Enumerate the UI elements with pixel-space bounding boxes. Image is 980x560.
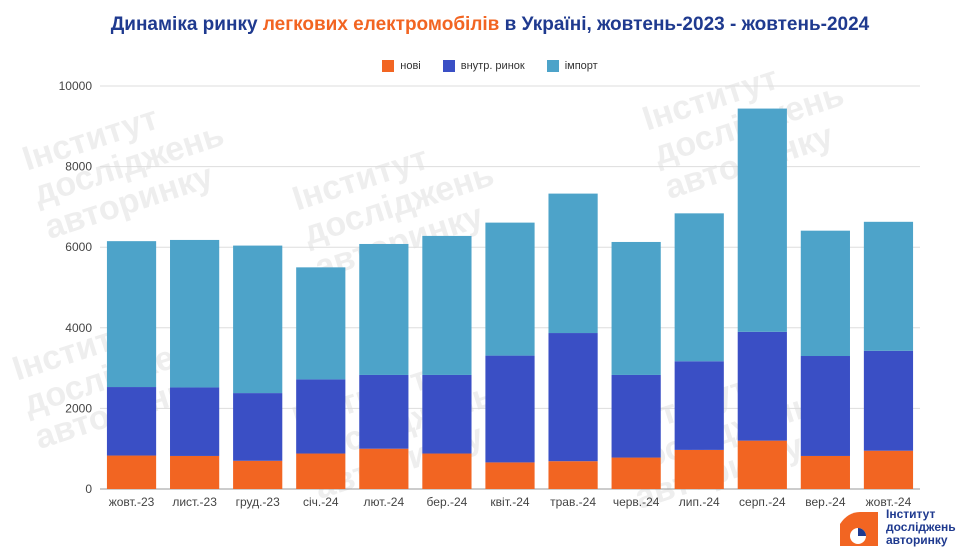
bar-segment-domestic bbox=[485, 355, 535, 463]
bar-segment-domestic bbox=[611, 374, 661, 458]
legend-swatch-new bbox=[382, 60, 395, 72]
title-highlight: легкових електромобілів bbox=[262, 14, 500, 35]
bar-segment-domestic bbox=[359, 374, 409, 449]
bar-segment-domestic bbox=[106, 387, 157, 456]
title-part-1: Динаміка ринку bbox=[110, 14, 263, 35]
bar-segment-new bbox=[863, 450, 914, 489]
logo-text: Інститут досліджень авторинку bbox=[886, 506, 956, 547]
bar-segment-new bbox=[737, 440, 787, 489]
bar-segment-new bbox=[548, 461, 598, 489]
bar-segment-domestic bbox=[800, 356, 850, 456]
legend-swatch-domestic bbox=[442, 60, 455, 72]
bar-segment-domestic bbox=[863, 350, 914, 451]
y-tick-label: 10000 bbox=[59, 79, 93, 93]
bar-segment-new bbox=[233, 460, 283, 489]
bar-segment-domestic bbox=[170, 387, 220, 456]
institute-logo: Інститут досліджень авторинку bbox=[838, 506, 956, 548]
bar-segment-domestic bbox=[548, 333, 598, 462]
bar-segment-domestic bbox=[674, 361, 724, 450]
bar-segment-new bbox=[296, 453, 346, 489]
chart-legend: нові внутр. ринок імпорт bbox=[0, 60, 980, 72]
bar-segment-import bbox=[674, 213, 724, 362]
bar-segment-import bbox=[170, 239, 220, 388]
x-tick-label: лип.-24 bbox=[679, 495, 720, 509]
bars bbox=[106, 108, 914, 489]
bar-segment-import bbox=[422, 235, 472, 375]
bar-segment-import bbox=[485, 222, 535, 356]
bar-segment-import bbox=[863, 221, 914, 351]
legend-item-import: імпорт bbox=[546, 60, 598, 72]
x-tick-label: лют.-24 bbox=[364, 495, 405, 509]
bar-segment-domestic bbox=[422, 374, 472, 454]
bar-segment-new bbox=[611, 457, 661, 489]
bar-segment-new bbox=[106, 455, 157, 489]
bar-segment-domestic bbox=[737, 331, 787, 441]
bar-segment-new bbox=[170, 455, 220, 489]
x-axis-ticks: жовт.-23 лист.-23 груд.-23 січ.-24 лют.-24 бе… bbox=[109, 495, 912, 509]
legend-label-domestic: внутр. ринок bbox=[460, 60, 525, 72]
bar-segment-domestic bbox=[296, 379, 346, 454]
bar-segment-import bbox=[106, 241, 157, 388]
bar-segment-import bbox=[800, 230, 850, 357]
logo-line-1: Інститут bbox=[886, 506, 936, 521]
logo-car-icon bbox=[840, 512, 878, 546]
bar-segment-domestic bbox=[233, 393, 283, 461]
legend-swatch-import bbox=[546, 60, 559, 72]
legend-label-import: імпорт bbox=[564, 60, 598, 72]
bar-segment-import bbox=[737, 108, 787, 332]
bar-segment-new bbox=[422, 453, 472, 489]
x-tick-label: лист.-23 bbox=[172, 495, 217, 509]
chart-title: Динаміка ринку легкових електромобілів в… bbox=[0, 14, 980, 36]
bar-segment-new bbox=[485, 462, 535, 489]
bar-segment-import bbox=[233, 245, 283, 394]
x-tick-label: жовт.-23 bbox=[109, 495, 155, 509]
x-tick-label: груд.-23 bbox=[236, 495, 281, 509]
logo-line-2: досліджень bbox=[886, 519, 956, 534]
y-tick-label: 2000 bbox=[65, 401, 92, 415]
x-tick-label: жовт.-24 bbox=[866, 495, 912, 509]
y-tick-label: 0 bbox=[85, 482, 92, 496]
y-tick-label: 6000 bbox=[65, 240, 92, 254]
x-tick-label: січ.-24 bbox=[303, 495, 339, 509]
y-tick-label: 4000 bbox=[65, 321, 92, 335]
bar-segment-import bbox=[296, 267, 346, 380]
bar-segment-import bbox=[548, 193, 598, 334]
logo-line-3: авторинку bbox=[886, 532, 948, 547]
bar-segment-new bbox=[800, 455, 850, 489]
x-tick-label: черв.-24 bbox=[613, 495, 660, 509]
x-tick-label: квіт.-24 bbox=[490, 495, 529, 509]
legend-item-new: нові bbox=[382, 60, 421, 72]
title-part-2: в Україні, жовтень-2023 - жовтень-2024 bbox=[499, 14, 870, 35]
legend-label-new: нові bbox=[400, 60, 421, 72]
y-tick-label: 8000 bbox=[65, 160, 92, 174]
bar-segment-new bbox=[359, 448, 409, 489]
bar-segment-new bbox=[674, 449, 724, 489]
legend-item-domestic: внутр. ринок bbox=[442, 60, 525, 72]
x-tick-label: вер.-24 bbox=[805, 495, 846, 509]
x-tick-label: серп.-24 bbox=[739, 495, 786, 509]
bar-segment-import bbox=[611, 241, 661, 375]
y-axis-ticks: 0 2000 4000 6000 8000 10000 bbox=[59, 79, 93, 496]
bar-segment-import bbox=[359, 243, 409, 375]
x-tick-label: трав.-24 bbox=[550, 495, 596, 509]
x-tick-label: бер.-24 bbox=[427, 495, 468, 509]
